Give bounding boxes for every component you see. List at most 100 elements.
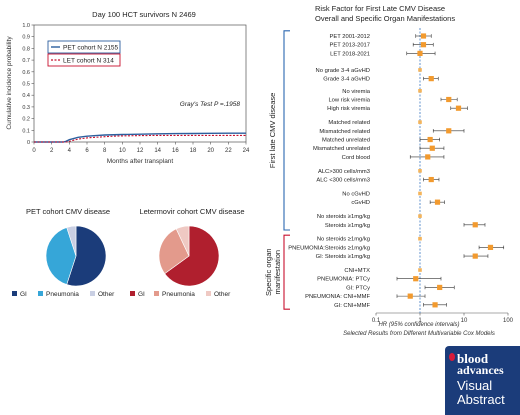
- row-label: No grade 3-4 aGvHD: [316, 68, 370, 74]
- legend-label-pneumonia: Pneumonia: [46, 291, 79, 298]
- legend-label-pet: PET cohort N 2155: [63, 45, 119, 52]
- group-bracket-0: [283, 30, 290, 231]
- row-label: CNI+MTX: [344, 268, 370, 274]
- brand-line-1: blood: [457, 351, 489, 366]
- hr-marker: [432, 302, 438, 308]
- row-label: cGvHD: [351, 200, 370, 206]
- pie-slice-pneumonia: [45, 227, 77, 285]
- x-tick-label: 14: [154, 148, 161, 154]
- hr-marker: [407, 293, 413, 299]
- legend-label-gi: GI: [138, 291, 145, 298]
- group-bracket-1: [283, 234, 290, 310]
- y-tick-label: 0.7: [22, 58, 30, 64]
- hr-marker: [437, 284, 443, 291]
- legend-swatch-gi: [12, 291, 17, 296]
- y-tick-label: 0.2: [22, 117, 30, 123]
- hr-marker: [417, 50, 423, 56]
- hr-marker: [429, 145, 435, 151]
- hr-marker: [420, 42, 427, 48]
- row-label: Steroids ≥1mg/kg: [325, 223, 370, 229]
- row-label: PNEUMONIA: PTCy: [317, 277, 370, 283]
- row-label: ALC>300 cells/mm3: [318, 169, 370, 175]
- grays-test-annotation: Gray's Test P =.1958: [180, 101, 241, 108]
- legend: PET cohort N 2155 LET cohort N 314: [47, 40, 121, 67]
- reference-marker: [418, 68, 422, 72]
- legend-box-let: [47, 53, 121, 67]
- hr-marker: [455, 105, 462, 111]
- y-tick-label: 0.9: [22, 35, 30, 41]
- y-tick-label: 0.5: [22, 82, 30, 88]
- forest-x-label: HR (95% confidence intervals): [378, 322, 459, 328]
- hr-marker: [446, 128, 452, 134]
- legend-swatch-other: [90, 291, 95, 296]
- legend-swatch-pneumonia: [38, 291, 43, 296]
- x-tick-label: 20: [207, 148, 214, 154]
- journal-logo: blood advances Visual Abstract: [445, 346, 520, 415]
- row-label: ALC <300 cells/mm3: [316, 178, 370, 184]
- pie-slice-gi: [164, 225, 220, 287]
- pie-charts: PET cohort CMV disease Letermovir cohort…: [12, 207, 245, 298]
- forest-x-tick-label: 100: [503, 318, 514, 324]
- hr-marker: [427, 136, 433, 143]
- legend-swatch-other: [206, 291, 211, 296]
- row-label: No cGvHD: [342, 191, 370, 197]
- forest-caption: Selected Results from Different Multivar…: [343, 331, 495, 337]
- reference-marker: [418, 268, 422, 272]
- legend-label-pneumonia: Pneumonia: [162, 291, 195, 298]
- row-label: High risk viremia: [327, 106, 371, 112]
- row-label: PNEUMONIA: CNI+MMF: [305, 294, 370, 300]
- row-label: No steroids ≥1mg/kg: [317, 237, 370, 243]
- x-tick-label: 2: [50, 148, 54, 154]
- reference-marker: [418, 214, 422, 218]
- row-label: No viremia: [342, 89, 370, 95]
- x-tick-label: 18: [190, 148, 197, 154]
- row-label: Low risk viremia: [328, 98, 370, 104]
- reference-marker: [418, 169, 422, 173]
- x-tick-label: 16: [172, 148, 179, 154]
- legend-swatch-gi: [130, 291, 135, 296]
- row-label: Matched unrelated: [322, 138, 370, 144]
- forest-x-tick-label: 0.1: [372, 318, 381, 324]
- hr-marker: [428, 176, 434, 183]
- brand-line-4: Abstract: [457, 392, 505, 407]
- x-axis-label: Months after transplant: [107, 158, 174, 165]
- x-tick-label: 24: [243, 148, 250, 154]
- y-tick-label: 1.0: [22, 23, 30, 29]
- legend-label-other: Other: [98, 291, 115, 298]
- pie-slice-other: [66, 225, 77, 257]
- group-label-first-late-cmv: First late CMV disease: [268, 93, 277, 168]
- row-label: GI: PTCy: [346, 285, 370, 291]
- pie1-title: PET cohort CMV disease: [26, 207, 110, 216]
- x-tick-label: 8: [103, 148, 107, 154]
- blood-drop-icon: [449, 353, 455, 361]
- hr-marker: [420, 33, 427, 39]
- series-line-let: [34, 134, 246, 143]
- x-tick-label: 0: [32, 148, 36, 154]
- pie-slice-gi: [66, 225, 107, 287]
- forest-plot: Risk Factor for First Late CMV Disease O…: [264, 4, 514, 337]
- forest-x-tick-label: 10: [461, 318, 468, 324]
- reference-marker: [418, 120, 422, 124]
- legend-box-pet: [47, 40, 121, 54]
- legend-label-let: LET cohort N 314: [63, 58, 114, 65]
- forest-subtitle: Overall and Specific Organ Manifestation…: [315, 14, 455, 23]
- reference-marker: [418, 236, 422, 241]
- x-tick-label: 4: [68, 148, 72, 154]
- row-label: GI: Steroids ≥1mg/kg: [316, 254, 370, 260]
- hr-marker: [413, 276, 419, 282]
- forest-x-tick-label: 1: [418, 318, 422, 324]
- y-tick-label: 0: [27, 140, 30, 146]
- hr-marker: [425, 154, 431, 160]
- hr-marker: [428, 76, 434, 82]
- y-tick-label: 0.6: [22, 70, 30, 76]
- y-tick-label: 0.4: [22, 93, 30, 99]
- hr-marker: [472, 253, 478, 259]
- x-tick-label: 12: [137, 148, 144, 154]
- hr-marker: [487, 244, 494, 251]
- x-tick-label: 22: [225, 148, 232, 154]
- reference-marker: [418, 191, 422, 196]
- row-label: GI: CNI+MMF: [334, 303, 370, 309]
- group-label-organ-manifestation: Specific organmanifestation: [264, 248, 282, 296]
- row-label: PET 2001-2012: [329, 34, 370, 40]
- brand-line-3: Visual: [457, 378, 493, 393]
